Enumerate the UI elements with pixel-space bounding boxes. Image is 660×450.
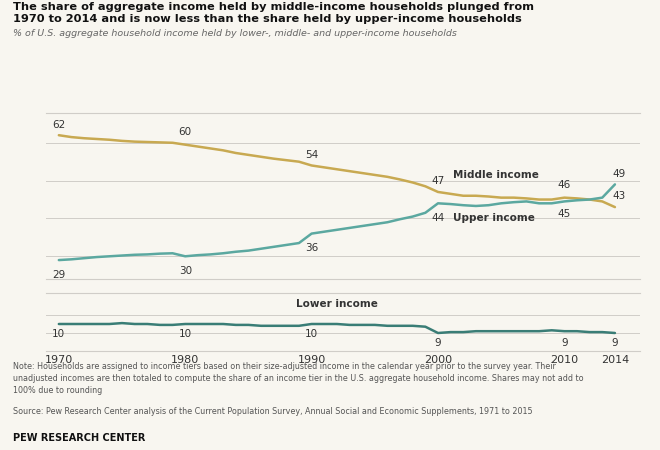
- Text: PEW RESEARCH CENTER: PEW RESEARCH CENTER: [13, 433, 146, 443]
- Text: 9: 9: [435, 338, 442, 348]
- Text: 10: 10: [305, 329, 318, 339]
- Text: Upper income: Upper income: [453, 213, 535, 224]
- Text: 30: 30: [179, 266, 192, 276]
- Text: 46: 46: [558, 180, 571, 190]
- Text: 47: 47: [432, 176, 445, 186]
- Text: 49: 49: [612, 169, 625, 179]
- Text: Note: Households are assigned to income tiers based on their size-adjusted incom: Note: Households are assigned to income …: [13, 362, 584, 395]
- Text: Source: Pew Research Center analysis of the Current Population Survey, Annual So: Source: Pew Research Center analysis of …: [13, 407, 533, 416]
- Text: 9: 9: [612, 338, 618, 348]
- Text: % of U.S. aggregate household income held by lower-, middle- and upper-income ho: % of U.S. aggregate household income hel…: [13, 29, 457, 38]
- Text: 44: 44: [432, 213, 445, 223]
- Text: 43: 43: [612, 191, 625, 202]
- Text: 54: 54: [305, 150, 318, 160]
- Text: 1970 to 2014 and is now less than the share held by upper-income households: 1970 to 2014 and is now less than the sh…: [13, 14, 522, 24]
- Text: 45: 45: [558, 209, 571, 219]
- Text: 60: 60: [179, 127, 192, 137]
- Text: Middle income: Middle income: [453, 170, 539, 180]
- Text: 10: 10: [52, 329, 65, 339]
- Text: 62: 62: [52, 120, 65, 130]
- Text: Lower income: Lower income: [296, 299, 378, 309]
- Text: 29: 29: [52, 270, 65, 279]
- Text: 10: 10: [179, 329, 192, 339]
- Text: 36: 36: [305, 243, 318, 253]
- Text: 9: 9: [561, 338, 568, 348]
- Text: The share of aggregate income held by middle-income households plunged from: The share of aggregate income held by mi…: [13, 2, 534, 12]
